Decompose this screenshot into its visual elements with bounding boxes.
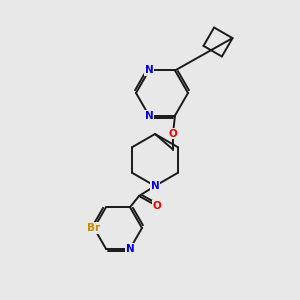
Text: N: N bbox=[151, 181, 159, 191]
Text: O: O bbox=[169, 128, 177, 139]
Text: O: O bbox=[153, 201, 161, 211]
Text: N: N bbox=[145, 65, 153, 76]
Text: N: N bbox=[126, 244, 134, 254]
Text: Br: Br bbox=[87, 223, 101, 233]
Text: N: N bbox=[145, 110, 153, 121]
